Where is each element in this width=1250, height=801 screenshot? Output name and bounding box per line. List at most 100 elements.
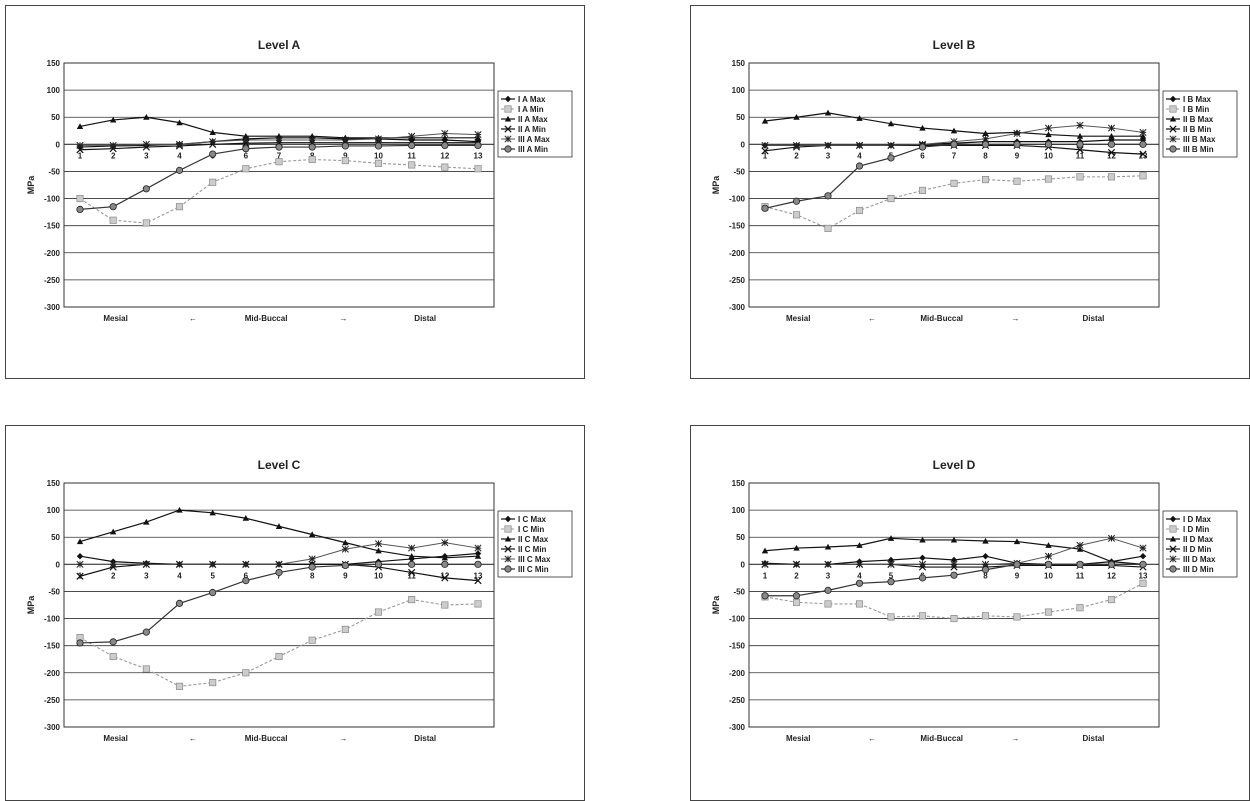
data-point xyxy=(76,538,84,545)
data-point xyxy=(308,563,316,571)
legend-entry: II A Max xyxy=(518,115,548,124)
data-point xyxy=(142,140,150,148)
data-point xyxy=(918,560,927,568)
data-point xyxy=(109,145,117,153)
data-point xyxy=(109,116,117,123)
y-tick-label: 0 xyxy=(56,560,61,569)
x-tick-label: 4 xyxy=(857,571,862,580)
y-axis-label: MPa xyxy=(711,175,721,195)
data-point xyxy=(761,117,769,124)
data-point xyxy=(275,158,283,166)
data-point xyxy=(1076,560,1084,568)
data-point xyxy=(175,203,184,211)
y-tick-label: 100 xyxy=(732,86,746,95)
data-point xyxy=(792,598,801,606)
x-sub-label-mid: Mid-Buccal xyxy=(245,314,288,323)
legend-entry: III B Min xyxy=(1183,145,1214,154)
data-point xyxy=(981,560,990,568)
legend-marker xyxy=(1169,525,1177,533)
y-tick-label: 50 xyxy=(736,533,745,542)
legend-marker xyxy=(504,105,512,113)
data-point xyxy=(855,600,864,608)
x-tick-label: 10 xyxy=(1044,151,1053,160)
y-tick-label: -150 xyxy=(44,222,61,231)
data-point xyxy=(918,612,927,620)
y-tick-label: -300 xyxy=(729,303,746,312)
legend-marker xyxy=(1169,535,1177,542)
y-tick-label: 50 xyxy=(51,533,60,542)
data-point xyxy=(143,518,150,525)
data-point xyxy=(918,186,927,194)
series-iii-c-max xyxy=(76,539,482,568)
line-chart-svg: Level C 150 100 50 0 -50 -100 -150 -200 -250 -300 M… xyxy=(26,458,573,743)
legend-box xyxy=(1162,90,1238,158)
x-sub-label-left: Mesial xyxy=(103,314,127,323)
data-point xyxy=(474,165,482,173)
data-point xyxy=(855,162,864,170)
data-point xyxy=(308,143,316,151)
legend-marker xyxy=(1169,545,1177,553)
legend-marker xyxy=(504,565,512,573)
data-point xyxy=(981,140,990,148)
plot-area xyxy=(63,62,495,308)
chart-panel-level-a: Level A 150 100 50 0 -50 -100 -150 -200 -250 -300 M… xyxy=(5,5,585,379)
line-chart-svg: Level B 150 100 50 0 -50 -100 -150 -200 -250 -300 M… xyxy=(711,38,1238,323)
data-point xyxy=(76,560,84,568)
data-point xyxy=(887,154,895,162)
data-point xyxy=(441,539,449,547)
legend-marker xyxy=(504,95,512,103)
data-point xyxy=(175,682,184,690)
legend-marker xyxy=(1169,565,1177,573)
data-point xyxy=(76,195,84,203)
data-point xyxy=(275,568,283,577)
x-sub-label-right: Distal xyxy=(1083,734,1105,743)
data-point xyxy=(209,509,216,516)
x-tick-label: 4 xyxy=(177,571,182,580)
data-point xyxy=(143,114,150,120)
y-tick-label: -200 xyxy=(44,249,61,258)
x-sub-label-left: Mesial xyxy=(103,734,127,743)
x-tick-label: 10 xyxy=(374,571,383,580)
x-tick-label: 8 xyxy=(310,571,315,580)
y-tick-label: 100 xyxy=(47,86,61,95)
legend-marker xyxy=(504,525,512,533)
legend-entry: III C Min xyxy=(518,565,549,574)
data-point xyxy=(242,133,250,139)
data-point xyxy=(919,124,926,131)
data-point xyxy=(275,136,283,144)
data-point xyxy=(109,528,117,535)
data-point xyxy=(1013,177,1021,185)
series-i-b-min xyxy=(761,172,1147,232)
x-tick-label: 1 xyxy=(763,151,768,160)
data-point xyxy=(761,141,769,149)
data-point xyxy=(855,560,864,568)
data-point xyxy=(1044,552,1053,560)
y-tick-label: -200 xyxy=(44,669,61,678)
x-tick-label: 13 xyxy=(1139,151,1148,160)
data-point xyxy=(887,560,895,568)
data-point xyxy=(1107,173,1116,181)
data-point xyxy=(1013,613,1021,621)
data-point xyxy=(981,566,990,574)
legend-entry: III D Min xyxy=(1183,565,1214,574)
data-point xyxy=(1076,133,1084,139)
x-sub-arrow-left: ← xyxy=(868,734,876,743)
y-tick-label: -250 xyxy=(44,696,61,705)
x-tick-label: 8 xyxy=(983,571,988,580)
data-point xyxy=(441,163,449,171)
y-tick-label: 50 xyxy=(51,113,60,122)
y-tick-label: -100 xyxy=(44,615,61,624)
data-point xyxy=(408,596,416,604)
data-point xyxy=(76,141,84,149)
x-tick-label: 9 xyxy=(343,151,348,160)
data-point xyxy=(824,600,832,608)
line-chart-svg: Level D 150 100 50 0 -50 -100 -150 -200 -250 -300 M… xyxy=(711,458,1238,743)
x-tick-label: 9 xyxy=(1015,571,1020,580)
plot-area xyxy=(748,482,1160,728)
data-point xyxy=(793,544,800,551)
data-point xyxy=(1013,538,1021,545)
x-tick-label: 3 xyxy=(826,571,831,580)
data-point xyxy=(176,506,183,513)
y-tick-label: -100 xyxy=(729,195,746,204)
